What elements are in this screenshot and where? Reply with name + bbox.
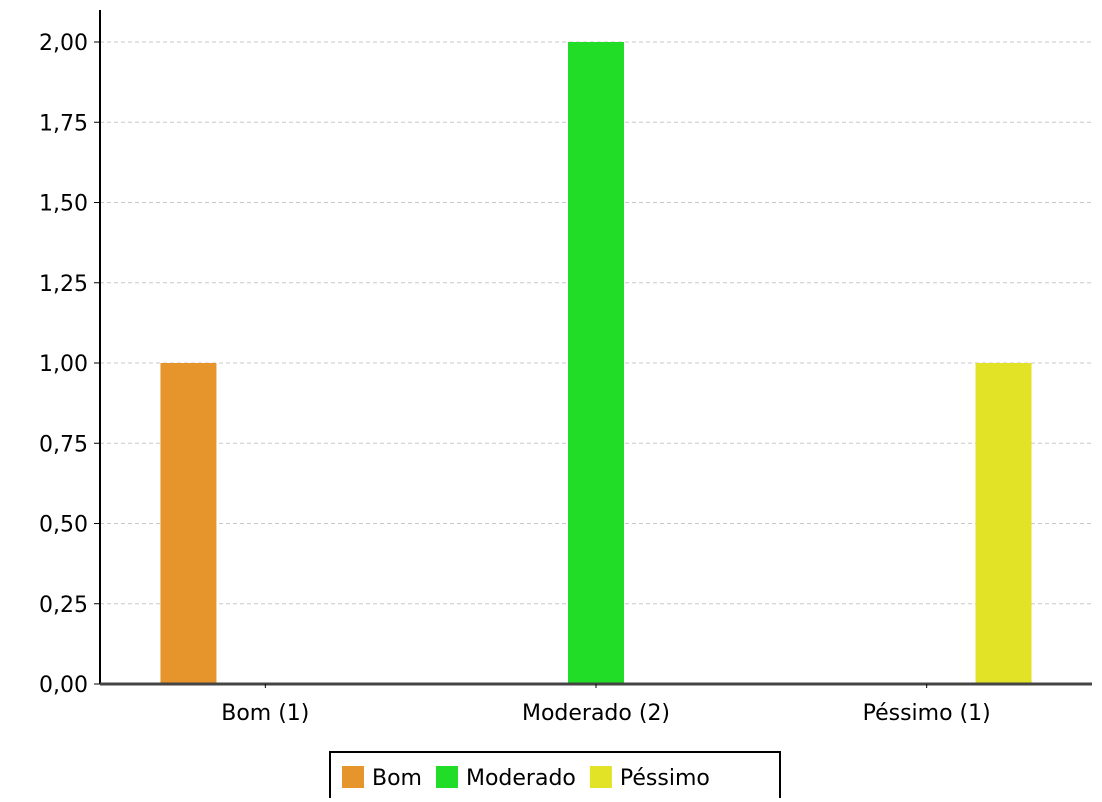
y-tick-label: 1,25 [39,272,88,297]
gridlines [100,41,1092,605]
y-tick-label: 1,75 [39,111,88,136]
x-tick-label: Bom (1) [221,701,309,726]
y-tick-label: 2,00 [39,31,88,56]
y-tick-label: 0,00 [39,673,88,698]
y-tick-label: 0,75 [39,432,88,457]
legend-label: Moderado [466,766,576,791]
x-tick-label: Péssimo (1) [863,701,991,726]
y-tick-label: 1,50 [39,192,88,217]
legend-swatch [589,766,612,788]
legend-label: Bom [372,766,422,791]
legend-box [329,751,781,801]
x-axis-ticks: Bom (1) Moderado (2) Péssimo (1) [221,684,991,726]
bar-péssimo [975,363,1032,684]
legend: Bom Moderado Péssimo [329,751,781,801]
legend-swatch [342,766,364,788]
bar-bom [160,363,217,684]
y-tick-label: 0,25 [39,593,88,618]
y-tick-label: 1,00 [39,352,88,377]
legend-label: Péssimo [620,766,710,791]
legend-swatch [435,766,458,788]
x-tick-label: Moderado (2) [522,701,670,726]
bars [160,42,1032,684]
bar-moderado [568,42,624,684]
y-tick-label: 0,50 [39,513,88,538]
y-axis-ticks: 0,00 0,25 0,50 0,75 1,00 1,25 1,50 1,75 2,00 [39,31,100,698]
